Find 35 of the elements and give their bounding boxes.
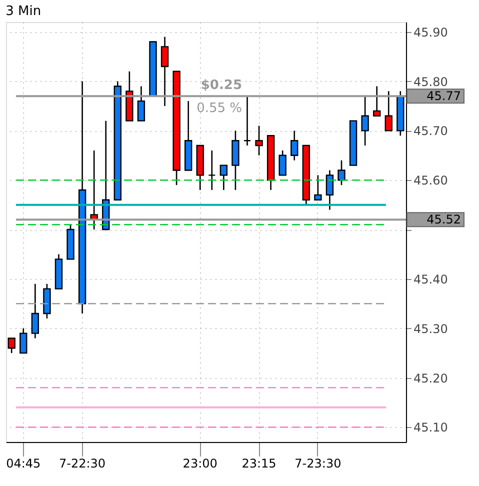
ref-line-label: 45.77 [426,89,461,104]
candlestick [278,150,286,176]
candlestick [384,90,392,132]
candlestick [220,164,228,191]
x-tick-label: 04:45 [6,456,41,470]
candlestick [361,95,369,146]
candlestick [20,328,28,354]
x-tick-label: 7-22:30 [59,456,106,470]
candlestick [338,160,346,186]
y-tick-label: 45.90 [414,25,448,40]
candlestick [160,36,169,107]
candlestick [243,95,252,146]
candlestick [290,130,298,162]
annotation: $0.25 [200,78,242,93]
candlestick [8,338,16,354]
y-tick-label: 45.60 [414,174,448,188]
candlestick [314,174,322,201]
y-tick-label: 45.40 [414,272,448,286]
candlestick [326,170,334,210]
x-tick-label: 23:15 [242,456,276,470]
candlestick [208,150,216,191]
candlestick [373,86,381,117]
chart-title: 3 Min [6,4,42,19]
x-tick-label: 23:00 [182,456,218,470]
candlestick [137,86,146,122]
y-tick-label: 45.70 [414,124,448,138]
candlestick [31,283,39,339]
candlestick [255,125,263,156]
ref-line-label: 45.52 [426,212,461,227]
y-tick-label: 45.80 [414,74,448,89]
annotation: 0.55 % [196,101,242,116]
y-tick-label: 45.20 [414,371,448,386]
y-tick-label: 45.10 [414,420,448,435]
x-tick-label: 7-23:30 [294,456,342,470]
y-tick-label: 45.30 [414,322,448,336]
